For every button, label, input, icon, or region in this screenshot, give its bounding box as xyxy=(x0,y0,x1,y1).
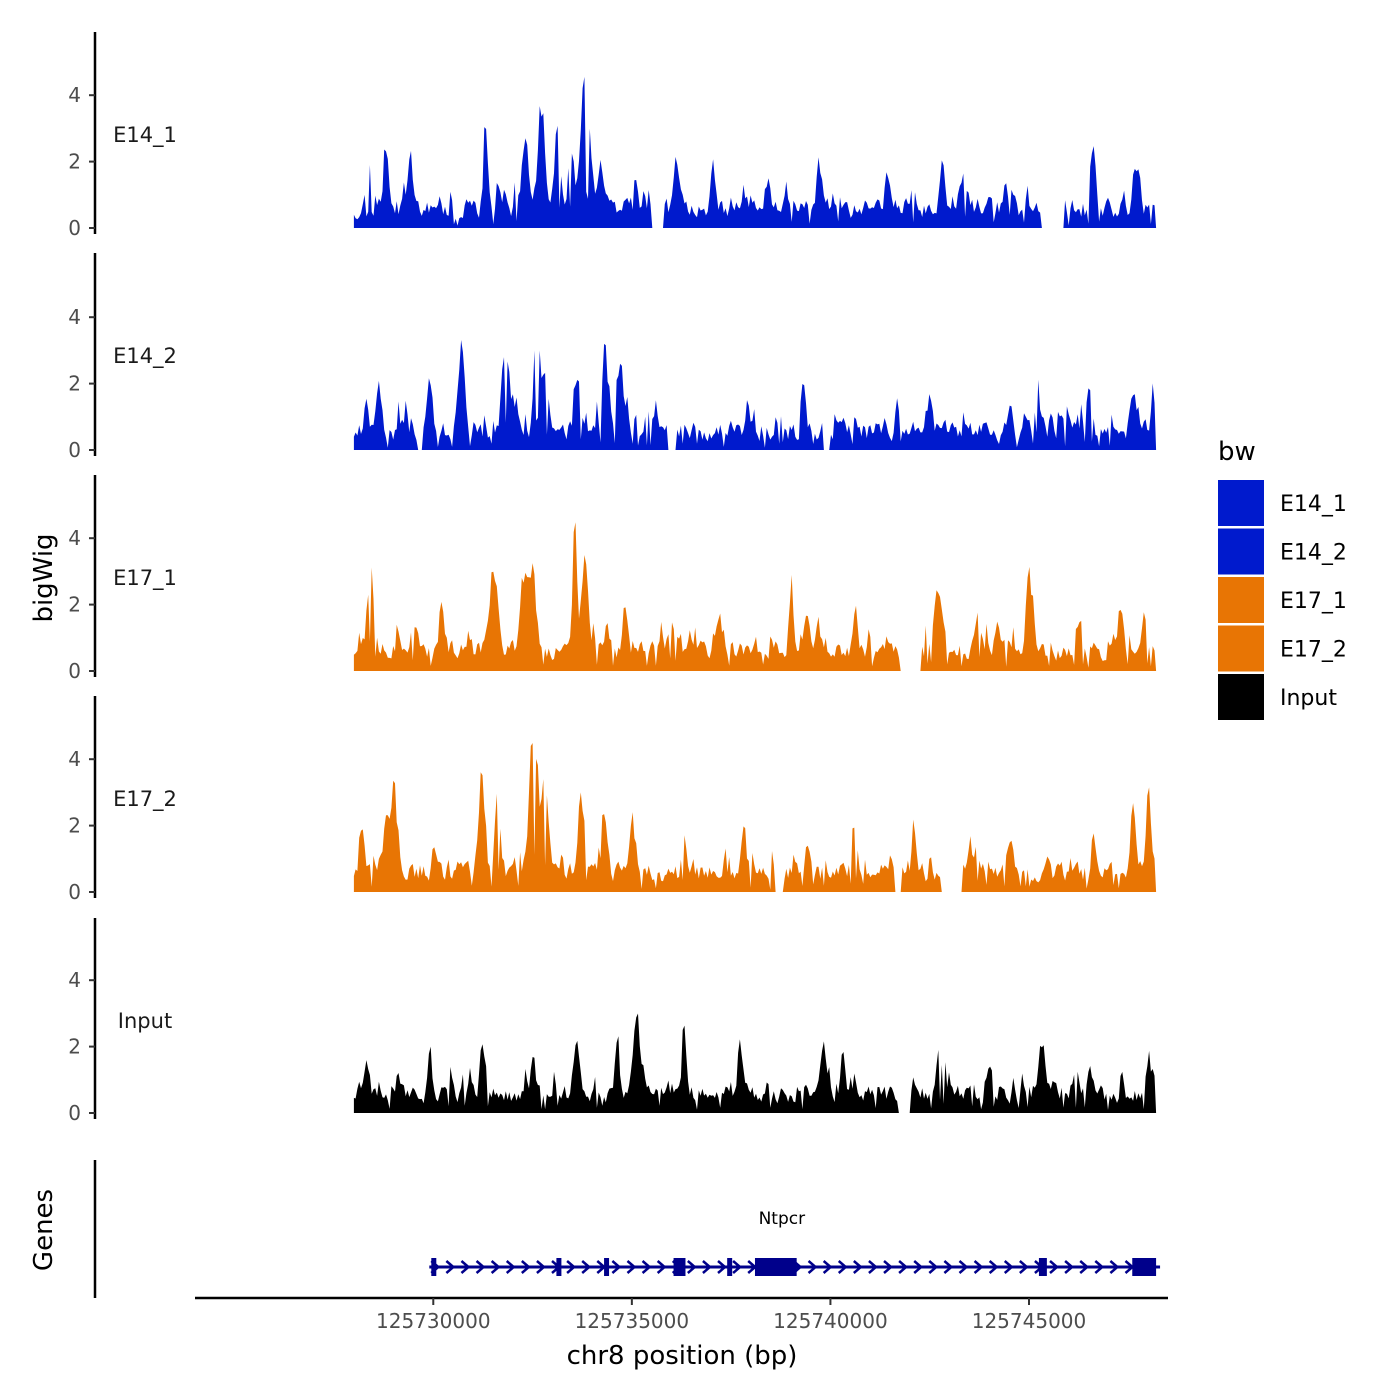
strand-arrow xyxy=(1064,1260,1075,1274)
y-tick-label: 0 xyxy=(68,216,81,240)
legend-key-e17-2 xyxy=(1218,625,1264,672)
y-tick-label: 2 xyxy=(68,372,81,396)
legend-label: E14_2 xyxy=(1280,541,1347,566)
signal-tracks: 0 2 4 E14_1 0 2 4 E14_2 0 2 4 E17_1 0 2 4 E17_2 0 2 4 Input xyxy=(68,32,1157,1125)
strand-arrow xyxy=(732,1260,743,1274)
y-tick-label: 2 xyxy=(68,1035,81,1059)
strand-arrow xyxy=(1003,1260,1014,1274)
strand-arrow xyxy=(1094,1260,1105,1274)
y-tick-label: 2 xyxy=(68,150,81,174)
legend-label: Input xyxy=(1280,686,1337,711)
strand-arrow xyxy=(1109,1260,1120,1274)
strand-arrow xyxy=(717,1260,727,1274)
x-tick-label: 125730000 xyxy=(376,1309,491,1333)
exon xyxy=(556,1258,562,1276)
y-tick-label: 0 xyxy=(68,659,81,683)
strand-arrow xyxy=(822,1260,833,1274)
y-tick-label: 4 xyxy=(68,305,81,329)
strand-arrow xyxy=(1079,1260,1090,1274)
y-axis-title: bigWig xyxy=(29,533,59,622)
legend-label: E14_1 xyxy=(1280,492,1347,517)
y-tick-label: 4 xyxy=(68,968,81,992)
strand-arrow xyxy=(611,1260,622,1274)
track-label: E14_1 xyxy=(113,123,177,148)
strand-arrow xyxy=(943,1260,954,1274)
track-e14-1: 0 2 4 E14_1 xyxy=(68,32,1157,240)
exon xyxy=(673,1258,686,1276)
strand-arrow xyxy=(536,1260,546,1274)
strand-arrow xyxy=(958,1260,969,1274)
y-tick-label: 0 xyxy=(68,880,81,904)
legend-label: E17_2 xyxy=(1280,638,1347,663)
signal-area xyxy=(353,1013,1157,1113)
strand-arrow xyxy=(883,1260,893,1274)
track-label: E14_2 xyxy=(113,344,177,369)
strand-arrow xyxy=(898,1260,909,1274)
track-label: Input xyxy=(118,1009,172,1033)
legend-key-e14-1 xyxy=(1218,480,1264,526)
y-tick-label: 4 xyxy=(68,747,81,771)
signal-area xyxy=(353,76,1157,229)
track-label: E17_1 xyxy=(113,566,177,591)
x-tick-label: 125740000 xyxy=(773,1309,888,1333)
genes-axis-title: Genes xyxy=(29,1189,59,1271)
exon xyxy=(1038,1258,1047,1276)
track-e14-2: 0 2 4 E14_2 xyxy=(68,253,1157,462)
legend-key-e17-1 xyxy=(1218,577,1264,623)
strand-arrow xyxy=(913,1260,924,1274)
strand-arrow xyxy=(505,1260,516,1274)
strand-arrow xyxy=(687,1260,697,1274)
track-input: 0 2 4 Input xyxy=(68,918,1157,1125)
strand-arrow xyxy=(521,1260,531,1274)
signal-area xyxy=(353,743,1157,892)
x-tick-label: 125735000 xyxy=(575,1309,690,1333)
legend-label: E17_1 xyxy=(1280,589,1347,614)
strand-arrow xyxy=(702,1260,712,1274)
exon xyxy=(754,1258,797,1276)
strand-arrow xyxy=(566,1260,577,1274)
gene-track: Ntpcr xyxy=(93,1160,1161,1298)
strand-arrow xyxy=(626,1260,637,1274)
strand-arrow xyxy=(641,1260,652,1274)
y-tick-label: 0 xyxy=(68,1101,81,1125)
gene-name-label: Ntpcr xyxy=(759,1209,806,1229)
strand-arrow xyxy=(460,1260,471,1274)
strand-arrow xyxy=(853,1260,863,1274)
track-label: E17_2 xyxy=(113,787,177,812)
strand-arrow xyxy=(807,1260,818,1274)
exon xyxy=(604,1258,610,1276)
strand-arrow xyxy=(973,1260,984,1274)
y-tick-label: 2 xyxy=(68,814,81,838)
legend: bw E14_1 E14_2 E17_1 E17_2 Input xyxy=(1218,437,1347,720)
legend-key-e14-2 xyxy=(1218,528,1264,575)
track-e17-1: 0 2 4 E17_1 xyxy=(68,475,1157,683)
y-tick-label: 4 xyxy=(68,526,81,550)
signal-area xyxy=(353,340,1157,450)
legend-title: bw xyxy=(1218,437,1256,467)
x-axis: 125730000 125735000 125740000 125745000 xyxy=(195,1296,1168,1333)
strand-arrow xyxy=(868,1260,878,1274)
y-tick-label: 0 xyxy=(68,438,81,462)
y-tick-label: 4 xyxy=(68,83,81,107)
y-tick-label: 2 xyxy=(68,593,81,617)
strand-arrow xyxy=(445,1260,456,1274)
strand-arrow xyxy=(1019,1260,1029,1274)
strand-arrow xyxy=(928,1260,939,1274)
x-tick-label: 125745000 xyxy=(972,1309,1087,1333)
track-e17-2: 0 2 4 E17_2 xyxy=(68,696,1157,904)
legend-key-input xyxy=(1218,674,1264,720)
exon xyxy=(727,1258,733,1276)
strand-arrow xyxy=(475,1260,486,1274)
strand-arrow xyxy=(988,1260,999,1274)
exon xyxy=(1132,1258,1157,1276)
strand-arrow xyxy=(581,1260,592,1274)
strand-arrow xyxy=(656,1260,667,1274)
strand-arrow xyxy=(837,1260,848,1274)
exon xyxy=(431,1258,437,1276)
x-axis-title: chr8 position (bp) xyxy=(567,1341,798,1371)
signal-area xyxy=(353,522,1157,671)
strand-arrow xyxy=(490,1260,501,1274)
strand-arrow xyxy=(1049,1260,1059,1274)
